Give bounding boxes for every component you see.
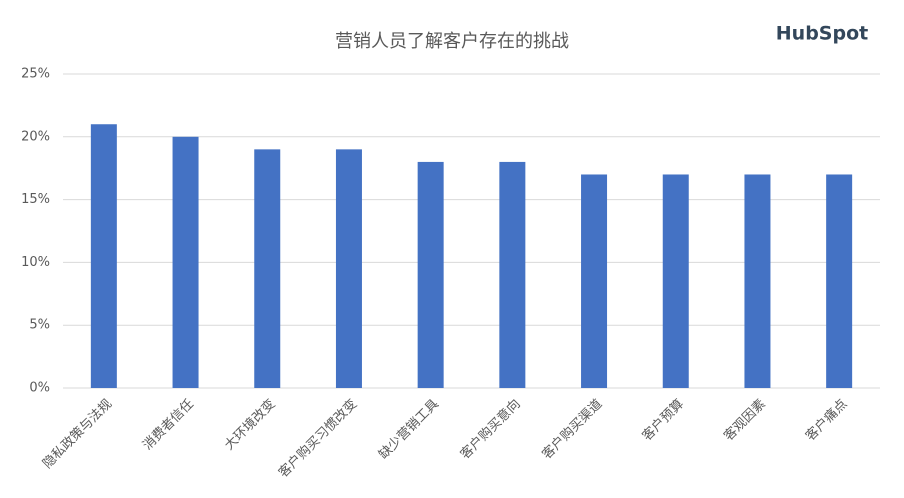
bar: [254, 149, 281, 388]
bar: [499, 161, 526, 388]
bar: [581, 174, 608, 388]
bar: [662, 174, 689, 388]
y-tick-label: 25%: [21, 67, 50, 82]
y-tick-label: 5%: [29, 318, 50, 333]
bar: [172, 136, 199, 388]
chart-title: 营销人员了解客户存在的挑战: [335, 31, 569, 52]
bar: [826, 174, 853, 388]
bar: [417, 161, 444, 388]
y-tick-label: 15%: [21, 192, 50, 207]
bar: [335, 149, 362, 388]
bar: [744, 174, 771, 388]
bar: [90, 124, 117, 389]
y-tick-label: 20%: [21, 129, 50, 144]
y-tick-label: 10%: [21, 255, 50, 270]
y-tick-label: 0%: [29, 381, 50, 396]
logo: HubSpot: [776, 23, 868, 45]
